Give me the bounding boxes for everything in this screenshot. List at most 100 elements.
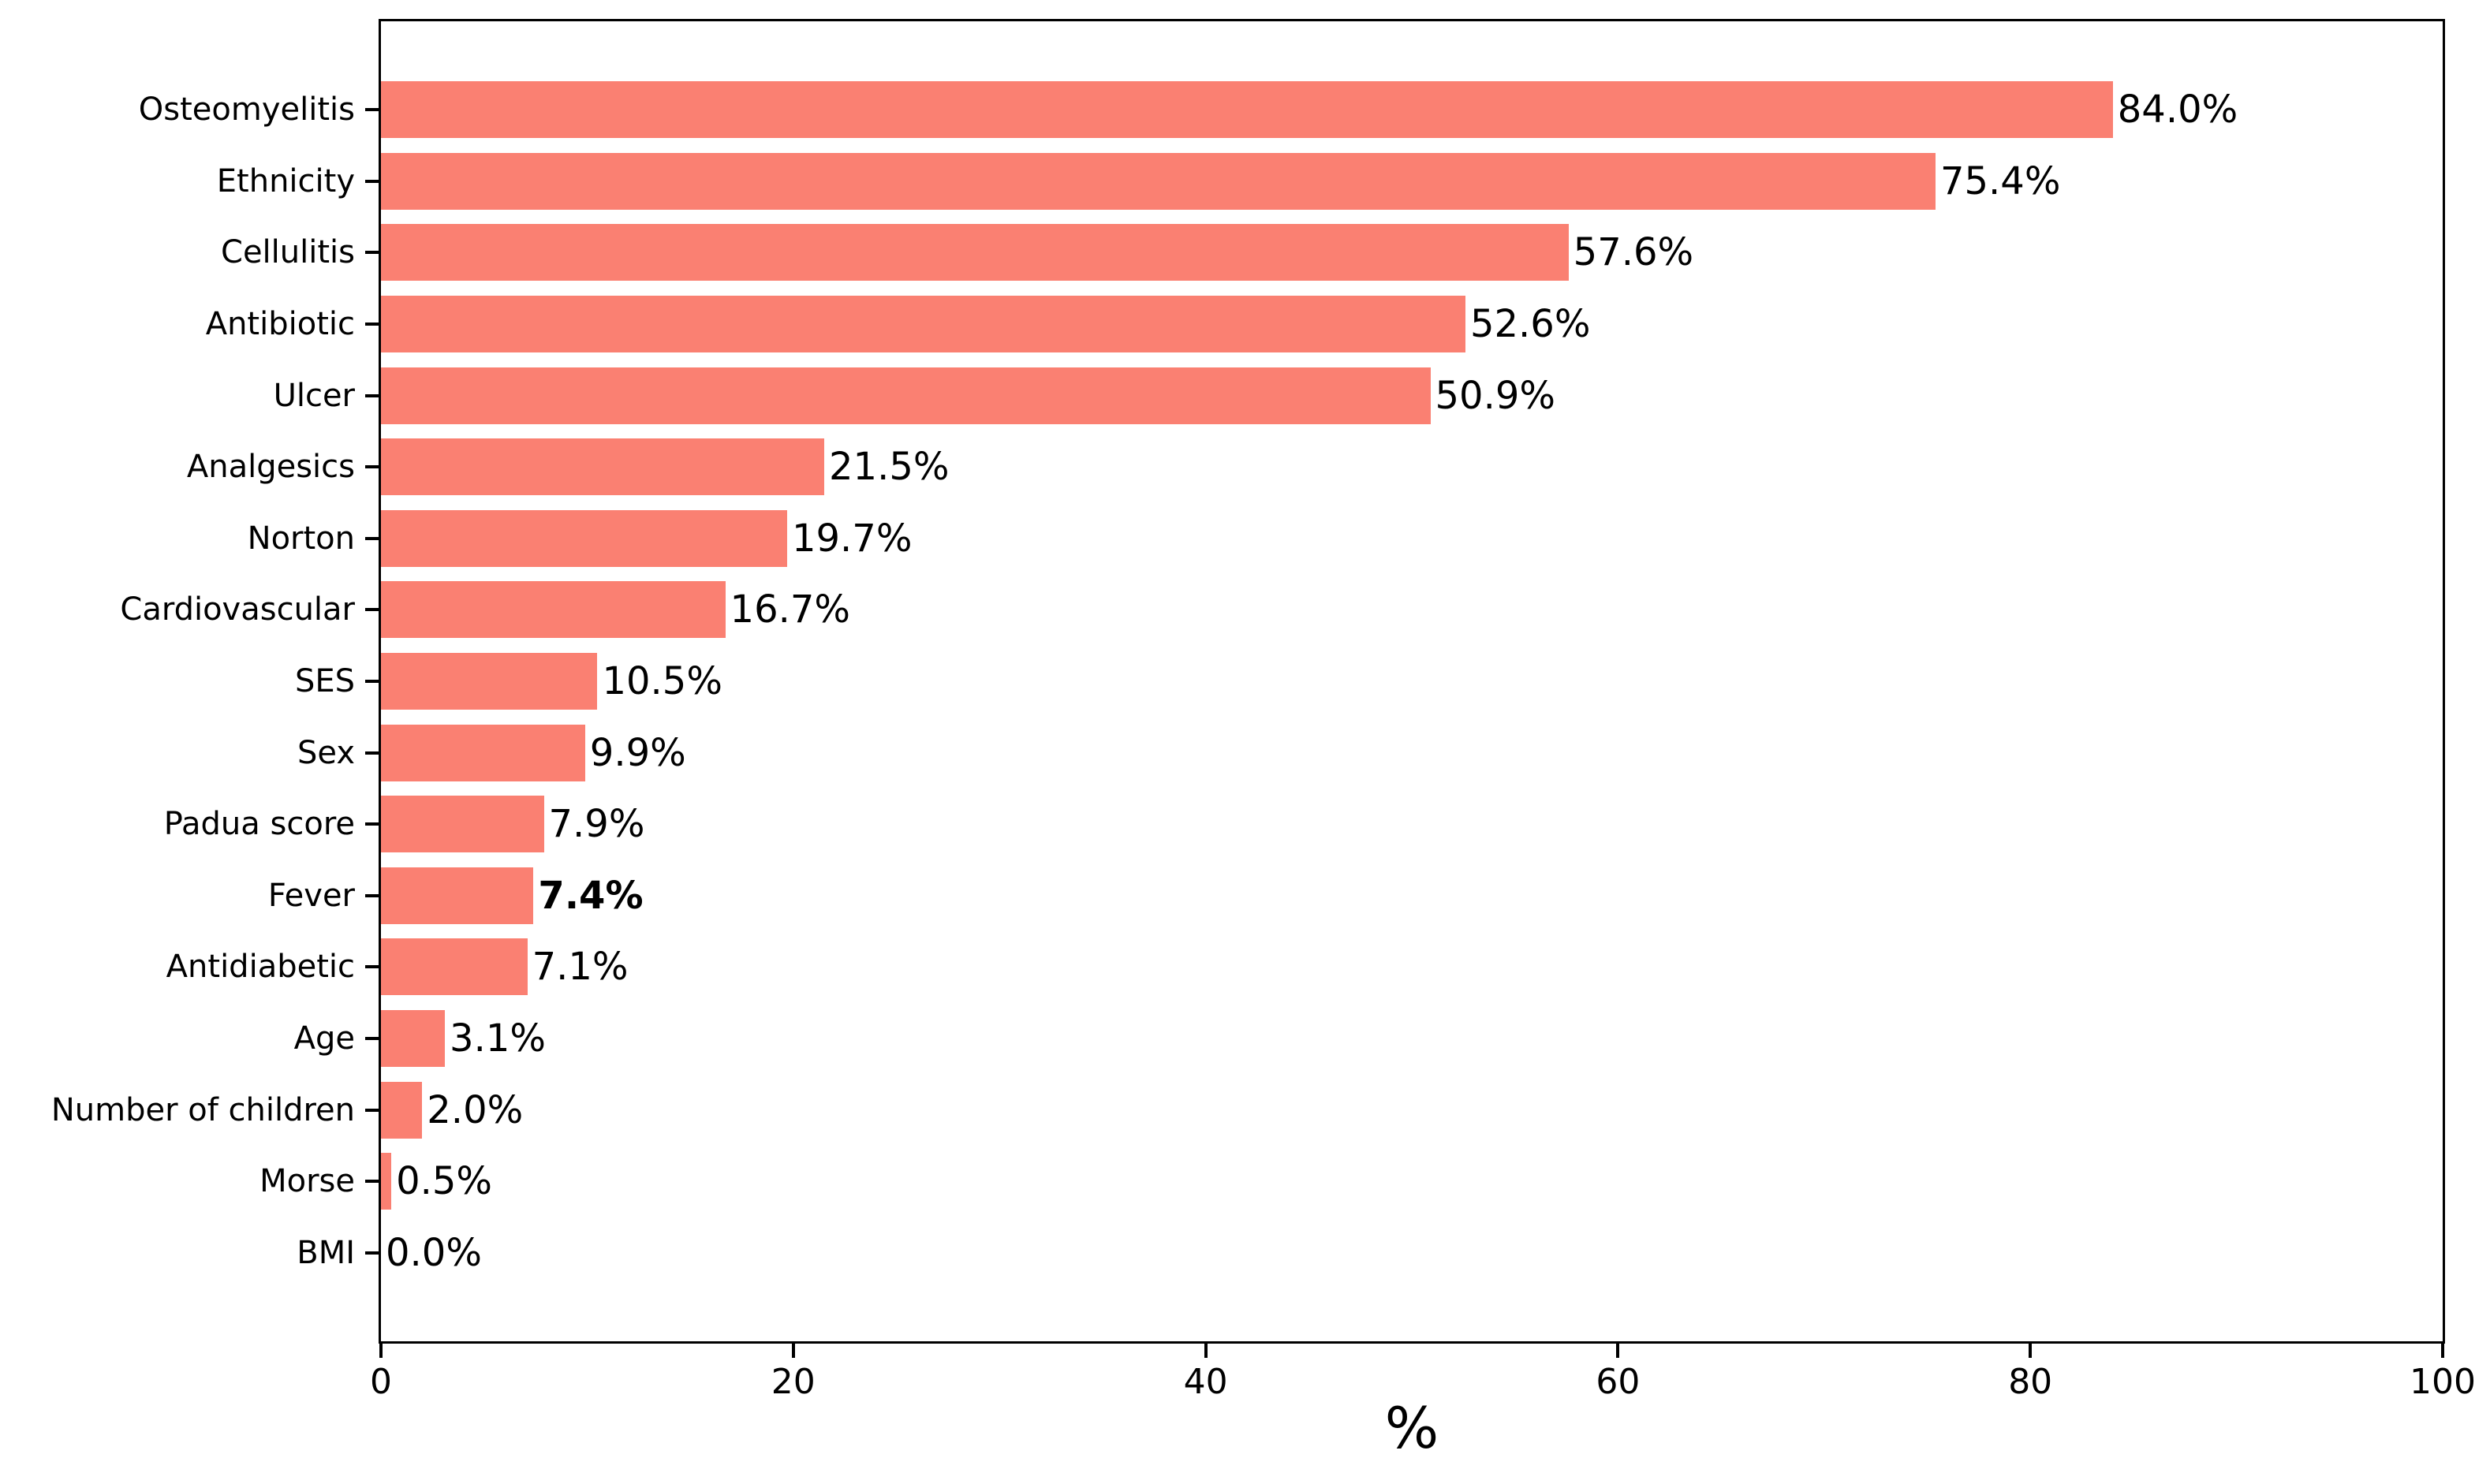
bar-row: Analgesics 21.5% [187, 431, 2443, 503]
value-label: 2.0% [427, 1087, 524, 1132]
y-tick-mark [365, 536, 379, 540]
y-tick-mark [365, 323, 379, 326]
y-tick-mark [365, 393, 379, 397]
bar [381, 796, 544, 853]
value-label: 75.4% [1939, 158, 2061, 203]
x-tick-label: 0 [370, 1362, 392, 1402]
bar [381, 1153, 392, 1210]
y-tick-label: Sex [297, 734, 355, 771]
x-tick-label: 80 [2008, 1362, 2053, 1402]
x-tick-mark [2029, 1344, 2033, 1358]
x-tick-label: 60 [1596, 1362, 1641, 1402]
y-tick-mark [365, 251, 379, 255]
bar [381, 367, 1431, 424]
value-label: 84.0% [2117, 88, 2238, 132]
bar [381, 81, 2113, 139]
y-tick-mark [365, 822, 379, 826]
y-tick-mark [365, 1037, 379, 1041]
value-label: 0.5% [396, 1159, 493, 1204]
y-tick-mark [365, 1180, 379, 1184]
value-label: 9.9% [589, 730, 686, 775]
x-tick-label: 40 [1183, 1362, 1228, 1402]
y-tick-mark [365, 179, 379, 183]
bar [381, 438, 824, 496]
y-tick-mark [365, 1108, 379, 1112]
bar [381, 152, 1936, 210]
bar [381, 1010, 446, 1068]
value-label: 16.7% [730, 587, 851, 632]
y-tick-mark [365, 1251, 379, 1255]
y-tick-label: Number of children [50, 1091, 355, 1128]
x-tick-mark [379, 1344, 383, 1358]
y-tick-label: SES [294, 663, 355, 700]
bar-row: Sex 9.9% [297, 717, 2443, 789]
bar-row: Norton 19.7% [248, 503, 2443, 575]
y-tick-mark [365, 965, 379, 969]
x-tick-mark [791, 1344, 795, 1358]
y-tick-label: Analgesics [186, 449, 355, 486]
bar [381, 509, 787, 567]
bar-row: Fever 7.4% [268, 860, 2443, 932]
y-tick-label: Padua score [163, 806, 355, 843]
y-tick-mark [365, 680, 379, 684]
bar-row: Padua score 7.9% [164, 789, 2443, 860]
bar-row: Morse 0.5% [259, 1146, 2443, 1217]
bar-row: Cardiovascular 16.7% [120, 574, 2443, 646]
bar [381, 296, 1465, 353]
bar-row: Age 3.1% [294, 1003, 2443, 1075]
y-tick-mark [365, 893, 379, 897]
bar-row: Cellulitis 57.6% [221, 217, 2443, 289]
y-tick-label: Cellulitis [221, 234, 355, 271]
bar [381, 653, 598, 710]
y-tick-label: Antidiabetic [166, 949, 355, 986]
value-label: 10.5% [602, 659, 722, 704]
x-tick-mark [1616, 1344, 1620, 1358]
bar [381, 724, 585, 781]
x-axis-label: % [1384, 1395, 1439, 1461]
x-tick-mark [1204, 1344, 1208, 1358]
bar [381, 224, 1569, 282]
value-label: 57.6% [1573, 230, 1694, 275]
bar-row: Osteomyelitis 84.0% [139, 74, 2443, 146]
y-tick-mark [365, 608, 379, 612]
value-label: 19.7% [791, 516, 913, 561]
value-label: 3.1% [450, 1016, 546, 1061]
x-tick-mark [2441, 1344, 2444, 1358]
bars-container: Osteomyelitis 84.0% Ethnicity 75.4% Cell… [51, 21, 2443, 1341]
x-tick-label: 20 [771, 1362, 816, 1402]
value-label: 50.9% [1435, 373, 1555, 418]
y-tick-label: Antibiotic [205, 306, 355, 343]
bar-row: SES 10.5% [295, 646, 2443, 718]
bar [381, 1081, 423, 1139]
value-label: 7.4% [538, 873, 644, 918]
y-tick-label: Ethnicity [216, 162, 355, 199]
y-tick-label: Fever [267, 877, 355, 914]
y-tick-mark [365, 751, 379, 755]
y-tick-label: Age [293, 1020, 355, 1057]
value-label: 7.1% [532, 945, 629, 990]
y-tick-label: Osteomyelitis [138, 91, 355, 129]
bar-row: Ethnicity 75.4% [217, 146, 2443, 218]
y-tick-label: Norton [247, 520, 355, 557]
value-label: 0.0% [386, 1230, 482, 1275]
y-tick-label: Cardiovascular [120, 591, 355, 628]
y-tick-label: BMI [297, 1234, 355, 1271]
bar [381, 581, 726, 639]
plot-area: Osteomyelitis 84.0% Ethnicity 75.4% Cell… [51, 19, 2476, 1456]
bar-row: Antidiabetic 7.1% [166, 931, 2443, 1003]
bar-row: Ulcer 50.9% [274, 360, 2443, 431]
y-tick-mark [365, 108, 379, 112]
value-label: 21.5% [829, 445, 950, 490]
y-tick-label: Morse [259, 1163, 355, 1200]
y-tick-mark [365, 465, 379, 469]
bar [381, 938, 528, 996]
value-label: 7.9% [548, 802, 645, 847]
bar [381, 867, 534, 924]
value-label: 52.6% [1469, 302, 1591, 347]
y-tick-label: Ulcer [273, 377, 355, 414]
x-tick-label: 100 [2410, 1362, 2476, 1402]
bar-row: Antibiotic 52.6% [206, 289, 2443, 360]
bar-row: Number of children 2.0% [51, 1074, 2443, 1146]
bar-row: BMI 0.0% [297, 1217, 2443, 1289]
